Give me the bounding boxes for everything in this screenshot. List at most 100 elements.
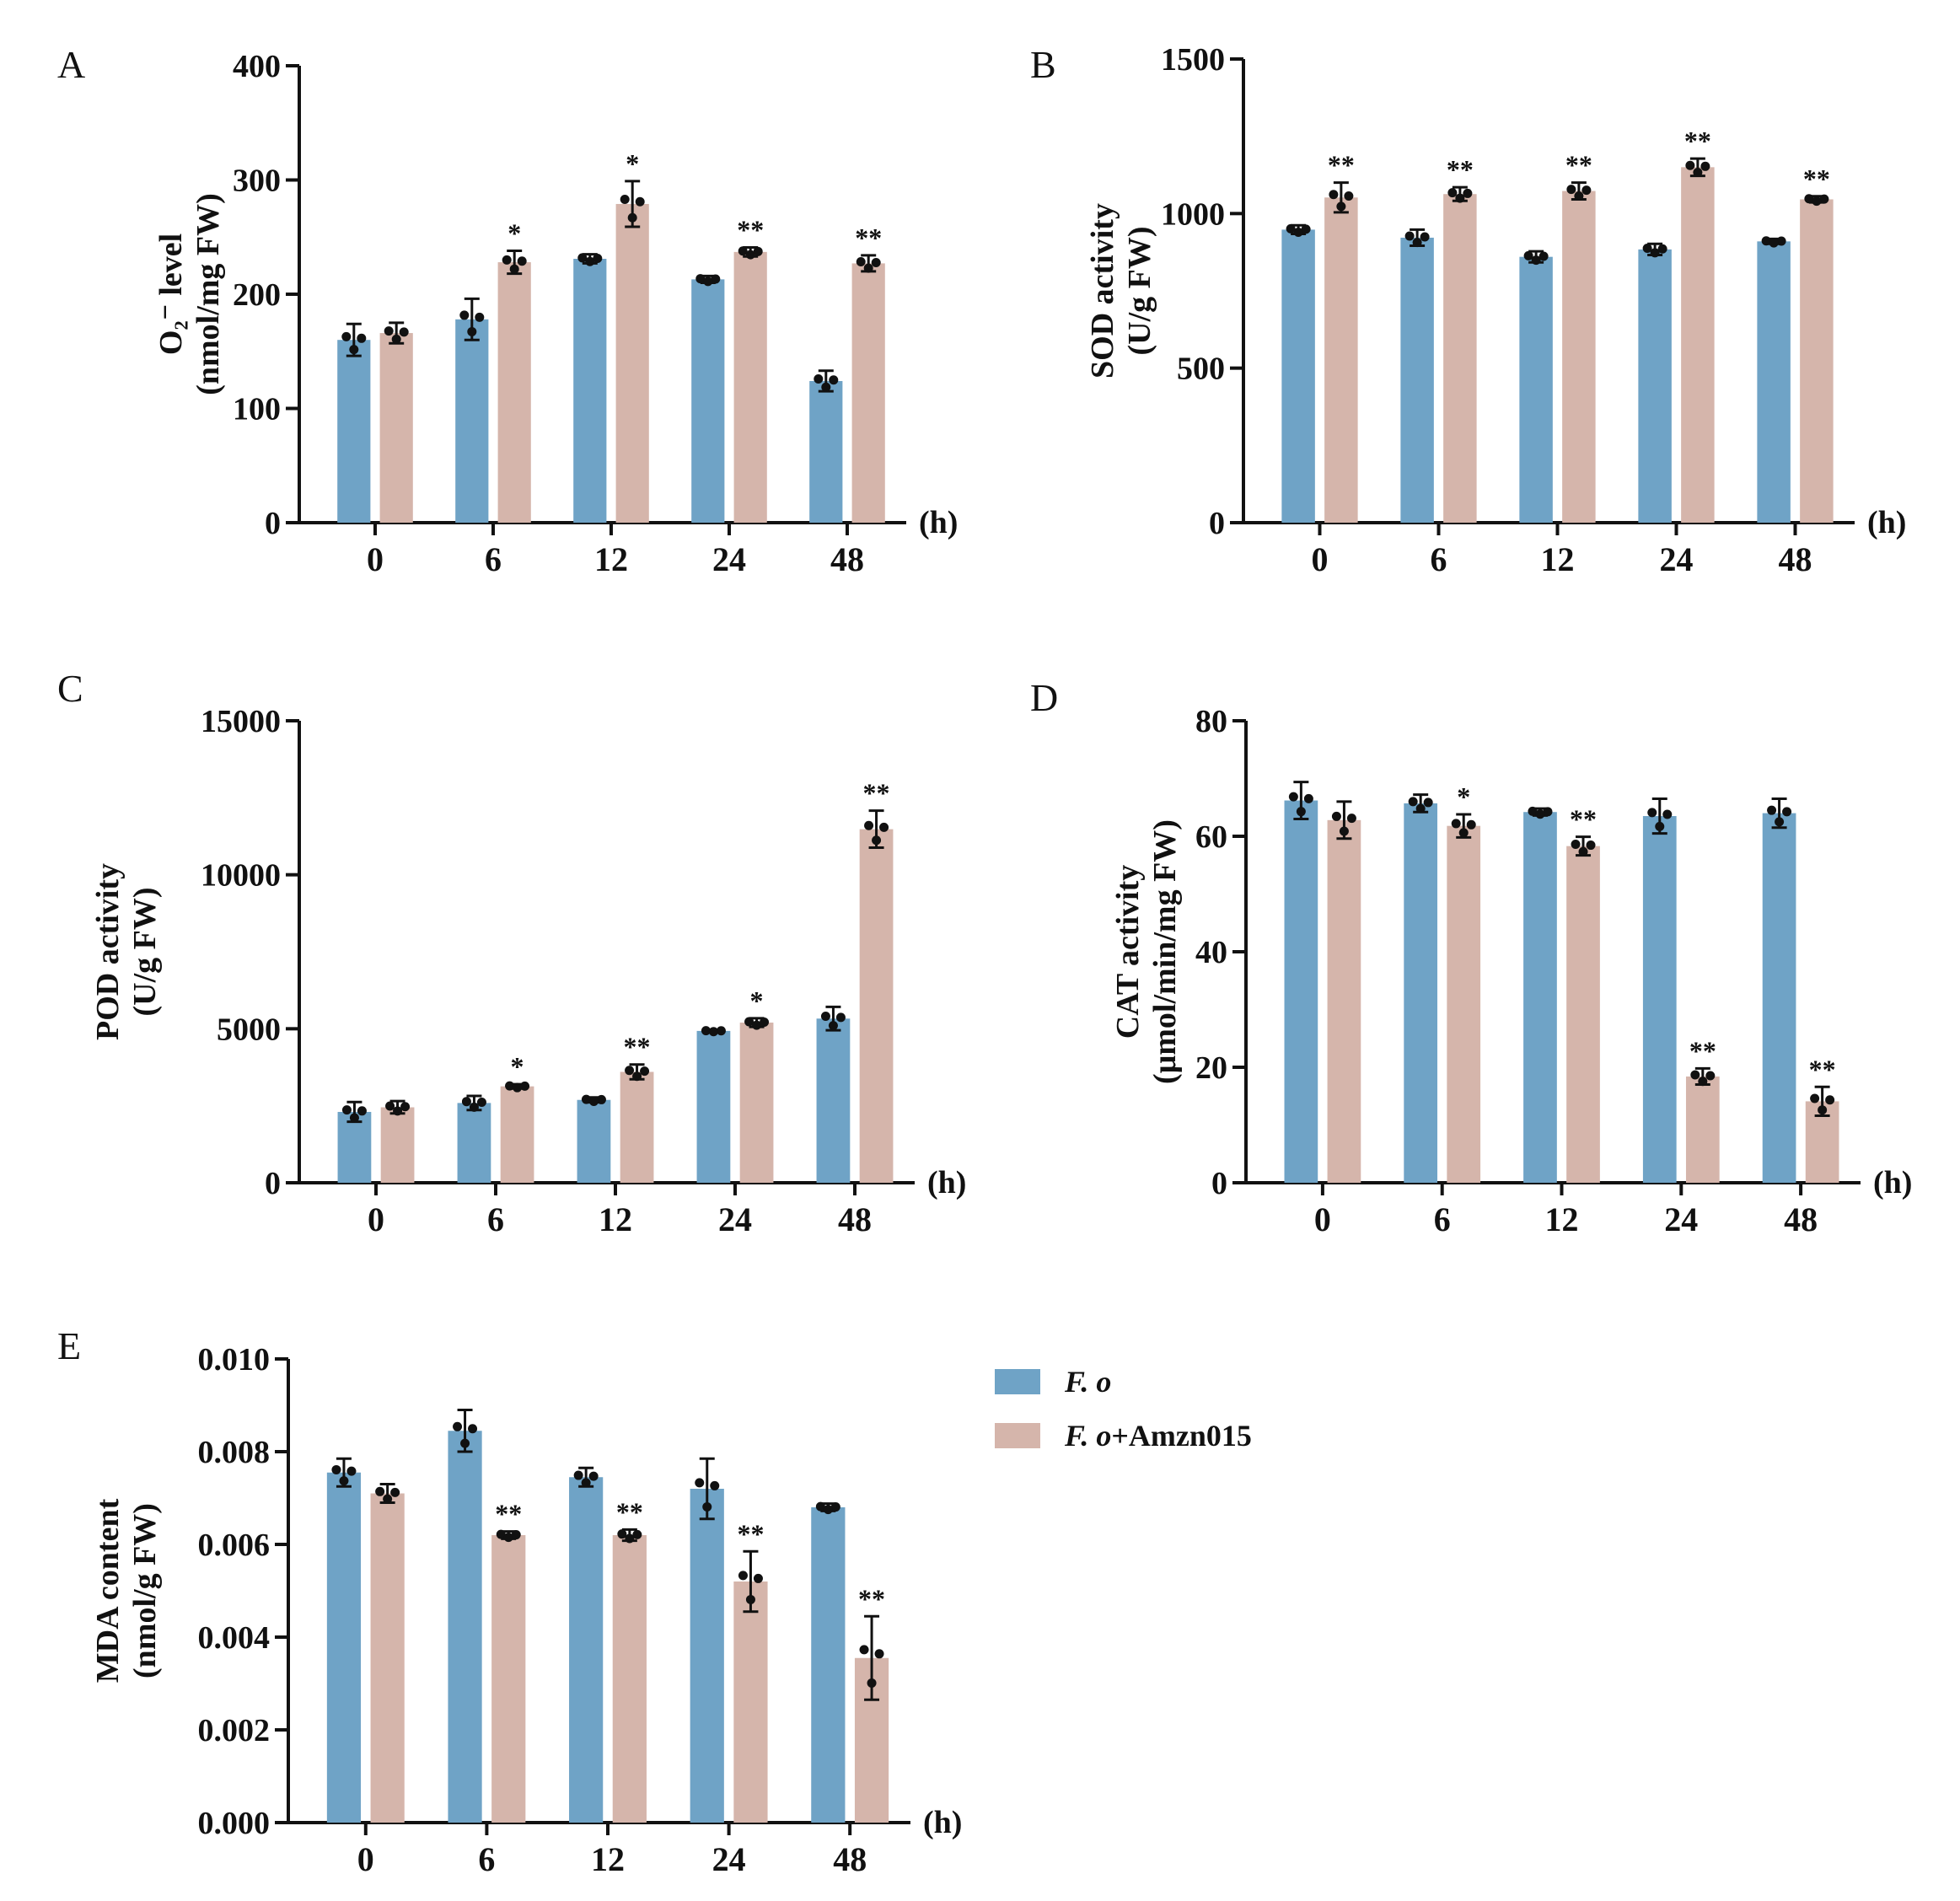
x-unit-label: (h) [927,1165,966,1200]
data-point [1812,196,1822,207]
y-axis-label-line: (μmol/min/mg FW) [1147,819,1183,1084]
panel-letter: D [1030,676,1058,719]
bar-treated [620,1071,654,1183]
data-point [814,374,824,384]
data-point [1408,797,1418,807]
data-point [346,1466,357,1476]
y-tick-label: 0 [1209,506,1225,541]
y-axis-label-line: (U/g FW) [1122,226,1157,355]
bar-control [1404,803,1438,1183]
y-axis-label: CAT activity(μmol/min/mg FW) [1110,819,1183,1084]
bar-control [1757,241,1791,523]
data-point [716,1026,726,1036]
data-point [1657,244,1667,254]
bar-treated [370,1493,405,1823]
bar-treated [1800,199,1834,523]
data-point [1528,806,1538,816]
data-point [1523,250,1533,260]
x-tick-label: 48 [838,1200,872,1238]
data-point [867,1678,877,1688]
bar-treated [1327,819,1361,1183]
data-point [1571,839,1581,849]
data-point [1331,811,1341,821]
x-tick-label: 24 [712,1840,746,1878]
data-point [1705,1071,1716,1081]
data-point [1286,223,1296,234]
data-point [640,1066,650,1077]
data-point [588,1096,599,1106]
data-point [1463,188,1473,198]
y-tick-label: 1500 [1161,42,1225,78]
bar-treated [1681,167,1715,524]
y-axis-label-line: (U/g FW) [127,887,163,1016]
data-point [1293,227,1303,237]
y-tick-label: 15000 [201,704,281,739]
data-point [835,1012,846,1023]
data-point [1818,1105,1828,1115]
data-point [573,1470,583,1480]
data-point [513,1082,523,1093]
x-tick-label: 6 [485,540,502,578]
legend-swatch-control [995,1369,1040,1394]
data-point [1466,819,1476,830]
bar-control [691,279,725,523]
data-point [460,1438,470,1448]
data-point [331,1464,341,1474]
significance-label: ** [1328,150,1355,180]
panel-a: A O₂⁻ level(nmol/mg FW) 0 100 200 300 400 (h) 0 6… [57,43,958,578]
x-tick-label: 48 [830,540,864,578]
data-point [1458,828,1469,838]
bar-control [457,1103,491,1183]
x-tick-label: 24 [712,540,746,578]
data-point [1775,817,1785,827]
data-point [384,326,394,336]
significance-label: ** [855,223,882,253]
bar-treated [615,203,649,523]
data-point [341,331,352,341]
data-point [1693,167,1703,177]
bar-control [816,1018,851,1183]
bar-treated [612,1535,647,1823]
data-point [1782,807,1792,817]
data-point [711,274,721,284]
panel-e: E MDA content(nmol/g FW) 0.000 0.002 0.004 0.… [57,1324,962,1878]
data-point [1329,190,1339,200]
bar-control [809,380,843,523]
data-point [1415,803,1426,814]
x-tick-label: 24 [718,1200,752,1238]
data-point [753,1573,763,1583]
x-tick-label: 48 [833,1840,867,1878]
y-tick-label: 0.000 [198,1806,271,1841]
bar-control [577,1099,611,1183]
data-point [625,1533,635,1544]
data-point [701,1026,711,1036]
data-point [745,1594,755,1604]
data-point [1819,194,1829,204]
data-point [399,327,409,337]
data-point [821,382,831,392]
data-point [1455,193,1465,203]
data-point [1531,255,1541,266]
y-axis-label-line: (nmol/mg FW) [191,193,226,395]
significance-label: ** [737,214,764,244]
panel-letter: E [57,1324,81,1367]
y-axis-label-line: POD activity [90,863,126,1040]
panel-b: B SOD activity(U/g FW) 0 500 1000 1500 (h) 0 ** 6… [1030,42,1906,578]
x-tick-label: 24 [1664,1200,1698,1238]
data-point [1301,224,1311,234]
bar-control [455,319,489,523]
x-tick-label: 6 [1431,540,1447,578]
y-tick-label: 0.004 [198,1620,271,1656]
y-tick-label: 0.006 [198,1528,271,1563]
legend-label-control: F. o [1064,1365,1111,1399]
significance-label: ** [1565,150,1592,180]
y-tick-label: 500 [1177,352,1225,387]
bar-control [811,1507,846,1823]
data-point [823,1505,833,1515]
data-point [1642,244,1652,254]
y-axis-label: SOD activity(U/g FW) [1085,203,1157,379]
x-unit-label: (h) [919,505,958,540]
x-tick-label: 12 [599,1200,632,1238]
bar-control [573,258,607,523]
data-point [760,1018,770,1028]
